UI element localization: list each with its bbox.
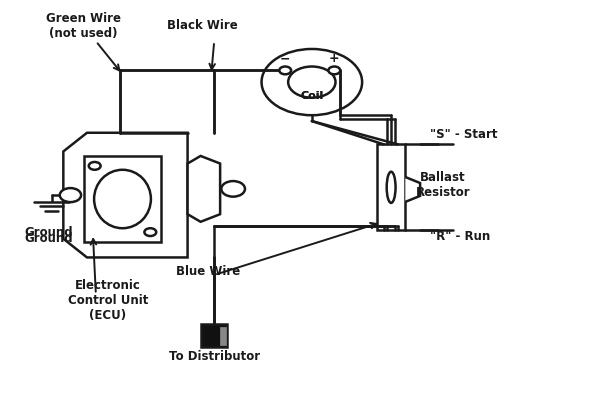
Text: Ballast
Resistor: Ballast Resistor [415, 172, 470, 199]
Text: "S" - Start: "S" - Start [430, 128, 497, 141]
Bar [377, 144, 406, 230]
Circle shape [279, 66, 291, 74]
Circle shape [89, 162, 101, 170]
Ellipse shape [94, 170, 151, 228]
Text: +: + [329, 52, 340, 65]
Circle shape [288, 66, 335, 98]
Text: Coil: Coil [300, 91, 323, 101]
Text: To Distributor: To Distributor [169, 350, 260, 363]
Polygon shape [64, 133, 188, 258]
Circle shape [60, 188, 81, 202]
Text: Ground: Ground [24, 232, 73, 245]
Circle shape [328, 66, 340, 74]
Text: "R" - Run: "R" - Run [430, 230, 490, 242]
Circle shape [145, 228, 156, 236]
Text: Electronic
Control Unit
(ECU): Electronic Control Unit (ECU) [68, 279, 148, 322]
Bar [84, 156, 161, 242]
Text: Ground: Ground [24, 226, 73, 239]
Polygon shape [406, 177, 420, 202]
Text: Green Wire
(not used): Green Wire (not used) [46, 12, 121, 39]
Polygon shape [188, 156, 220, 222]
Text: Blue Wire: Blue Wire [176, 265, 240, 277]
Circle shape [262, 49, 362, 115]
Text: Black Wire: Black Wire [167, 19, 238, 32]
Text: Coil: Coil [300, 91, 323, 101]
Bar [220, 327, 226, 345]
Ellipse shape [386, 172, 395, 203]
Text: −: − [280, 52, 290, 65]
Bar [201, 324, 227, 347]
Circle shape [221, 181, 245, 197]
